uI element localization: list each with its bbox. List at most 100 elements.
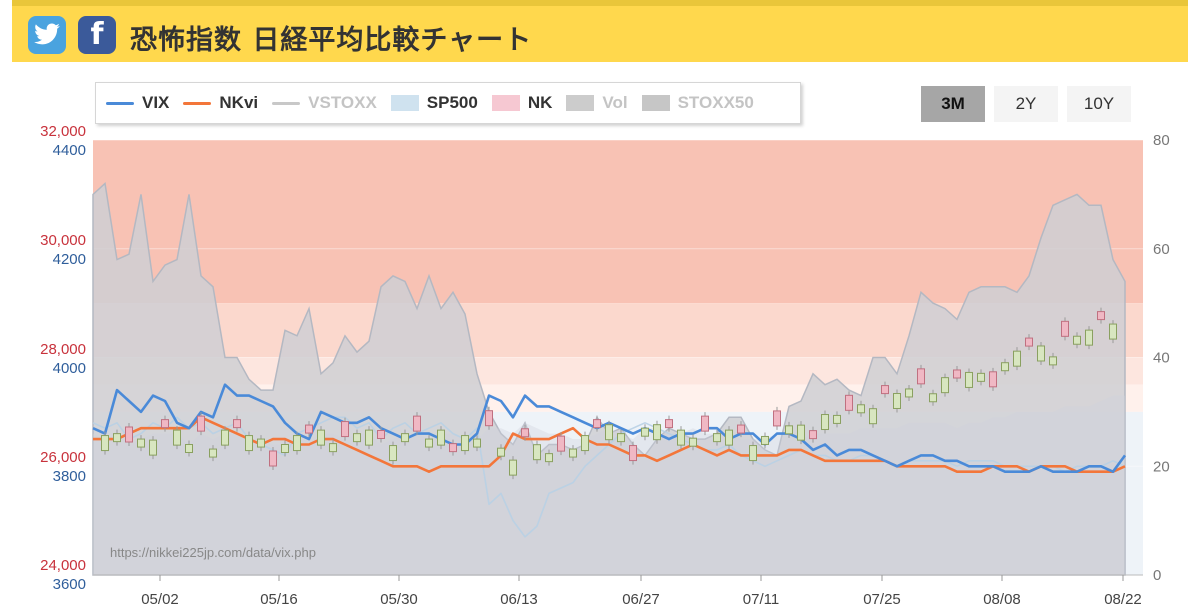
facebook-share-button[interactable]: f: [78, 16, 116, 54]
candlestick: [137, 435, 145, 452]
candlestick: [653, 420, 661, 444]
candle-body: [881, 385, 889, 395]
candle-body: [545, 453, 553, 463]
candlestick: [953, 365, 961, 382]
sp500-axis-label: 3600: [53, 576, 86, 593]
candle-body: [665, 419, 673, 429]
candle-body: [701, 415, 709, 432]
x-axis-label: 08/08: [983, 591, 1021, 608]
candle-body: [713, 433, 721, 443]
legend-item-nkvi[interactable]: NKvi: [183, 93, 258, 113]
candle-body: [605, 424, 613, 441]
candlestick: [269, 447, 277, 470]
legend-label: SP500: [426, 93, 478, 112]
legend-swatch: [272, 101, 301, 105]
candle-body: [341, 421, 349, 438]
legend-label: NK: [527, 93, 553, 112]
right-axis-label: 60: [1153, 241, 1170, 258]
candle-body: [437, 429, 445, 446]
candlestick: [509, 456, 517, 480]
legend-item-stoxx50[interactable]: STOXX50: [641, 93, 754, 113]
candle-body: [1013, 350, 1021, 367]
candlestick: [149, 436, 157, 460]
candle-body: [749, 445, 757, 462]
candle-body: [1061, 320, 1069, 337]
candlestick: [209, 445, 217, 462]
candlestick: [437, 426, 445, 450]
candlestick: [893, 389, 901, 413]
candlestick: [497, 444, 505, 461]
candle-body: [473, 438, 481, 448]
legend-label: STOXX50: [677, 93, 754, 112]
legend-item-vstoxx[interactable]: VSTOXX: [272, 93, 377, 113]
candlestick: [1097, 307, 1105, 324]
area-vol: [93, 395, 1125, 575]
candle-body: [185, 444, 193, 453]
candlestick: [257, 435, 265, 452]
header-bar: f 恐怖指数 日経平均比較チャート: [12, 0, 1188, 62]
candlestick: [1109, 320, 1117, 344]
candlestick: [557, 432, 565, 456]
legend-item-nk[interactable]: NK: [491, 93, 553, 113]
candlestick: [101, 431, 109, 455]
candle-body: [653, 424, 661, 441]
x-axis-label: 06/13: [500, 591, 538, 608]
candlestick: [401, 429, 409, 446]
candlestick: [929, 389, 937, 406]
candle-body: [965, 371, 973, 388]
legend-item-vix[interactable]: VIX: [106, 93, 169, 113]
candlestick: [977, 369, 985, 386]
candlestick: [161, 415, 169, 432]
twitter-share-button[interactable]: [28, 16, 66, 54]
candlestick: [821, 410, 829, 434]
candlestick: [185, 440, 193, 457]
candle-body: [689, 437, 697, 447]
right-axis-label: 20: [1153, 458, 1170, 475]
candle-body: [737, 424, 745, 434]
candlestick: [857, 400, 865, 417]
legend-item-vol[interactable]: Vol: [566, 93, 628, 113]
range-button-10y[interactable]: 10Y: [1067, 86, 1131, 122]
legend-label: NKvi: [219, 93, 259, 112]
candle-body: [593, 419, 601, 429]
candle-body: [773, 410, 781, 427]
candle-body: [353, 433, 361, 443]
candle-body: [905, 388, 913, 398]
range-button-3m[interactable]: 3M: [921, 86, 985, 122]
candlestick: [449, 439, 457, 456]
nk-axis-label: 26,000: [40, 449, 86, 466]
candle-body: [869, 408, 877, 425]
candle-body: [149, 439, 157, 456]
volatility-band: [93, 140, 1143, 304]
candlestick: [377, 426, 385, 443]
candlestick: [629, 441, 637, 465]
candle-body: [449, 443, 457, 453]
x-axis-label: 07/25: [863, 591, 901, 608]
candlestick: [905, 384, 913, 401]
candle-body: [977, 372, 985, 382]
range-button-2y[interactable]: 2Y: [994, 86, 1058, 122]
legend-label: VIX: [142, 93, 170, 112]
candlestick: [701, 412, 709, 436]
candlestick: [305, 421, 313, 438]
candlestick: [881, 381, 889, 398]
candle-body: [281, 444, 289, 453]
candlestick: [605, 420, 613, 444]
legend-swatch: [491, 95, 520, 111]
candle-body: [497, 447, 505, 457]
candlestick: [461, 431, 469, 455]
candlestick: [1049, 352, 1057, 369]
candle-body: [293, 435, 301, 452]
nk-axis-label: 30,000: [40, 232, 86, 249]
right-axis-label: 40: [1153, 350, 1170, 367]
candle-body: [461, 435, 469, 452]
candlestick: [197, 412, 205, 436]
candle-body: [569, 448, 577, 458]
candlestick: [293, 431, 301, 455]
candle-body: [233, 419, 241, 429]
x-axis-label: 06/27: [622, 591, 660, 608]
area-stoxx50: [92, 182, 1126, 576]
legend-item-sp500[interactable]: SP500: [390, 93, 478, 113]
candlestick: [677, 426, 685, 450]
